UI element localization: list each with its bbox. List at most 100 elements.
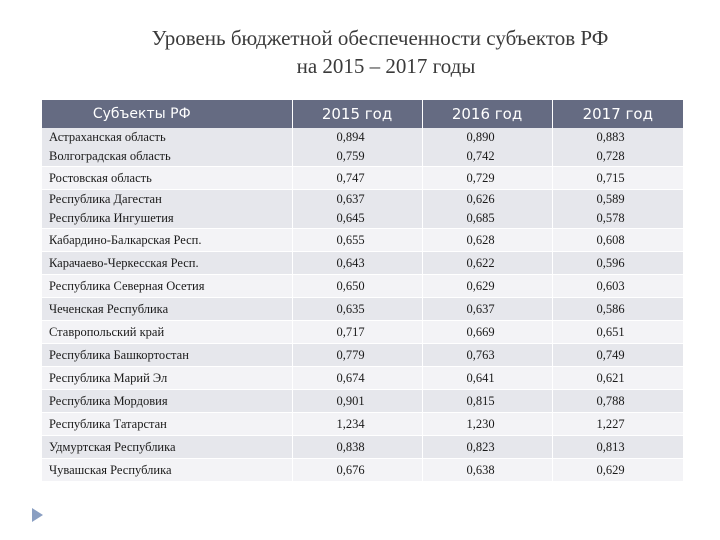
subject-name: Кабардино-Балкарская Респ.: [49, 232, 202, 247]
subject-name: Республика Марий Эл: [49, 370, 168, 385]
value-2017-cell: 0,621: [552, 366, 683, 390]
value-2017-cell: 0,586: [552, 297, 683, 321]
value-text: 0,813: [596, 439, 625, 454]
value-2016-cell: 0,823: [422, 435, 553, 459]
subject-cell: Ростовская область: [42, 166, 293, 190]
table-row: Ставропольский край 0,717 0,669 0,651: [42, 320, 683, 344]
budget-table: Субъекты РФ 2015 год 2016 год 2017 год А…: [42, 100, 683, 482]
subject-name: Республика Дагестан: [49, 192, 162, 206]
value-2016-cell: 1,230: [422, 412, 553, 436]
value-text: 0,674: [336, 370, 365, 385]
subject-name: Республика Северная Осетия: [49, 278, 205, 293]
value-text: 0,890: [466, 130, 495, 144]
value-text: 0,823: [466, 439, 495, 454]
value-text: 0,622: [466, 255, 495, 270]
subject-name: Ставропольский край: [49, 324, 165, 339]
table-row: Республика Татарстан 1,234 1,230 1,227: [42, 412, 683, 436]
value-text: 0,641: [466, 370, 495, 385]
value-2016-cell: 0,628: [422, 228, 553, 252]
subject-cell: Кабардино-Балкарская Респ.: [42, 228, 293, 252]
subject-name: Республика Башкортостан: [49, 347, 189, 362]
table-row: Ростовская область 0,747 0,729 0,715: [42, 166, 683, 190]
value-text: 0,629: [466, 278, 495, 293]
value-text: 0,838: [336, 439, 365, 454]
value-2017-cell: 0,813: [552, 435, 683, 459]
value-text: 0,586: [596, 301, 625, 316]
value-2015-cell: 0,643: [292, 251, 423, 275]
value-2017-cell: 0,749: [552, 343, 683, 367]
value-text: 0,759: [336, 149, 365, 163]
value-text: 0,628: [466, 232, 495, 247]
value-text: 0,638: [466, 462, 495, 477]
triangle-arrow-icon: [32, 508, 43, 522]
value-2017-cell: 0,596: [552, 251, 683, 275]
value-text: 0,749: [596, 347, 625, 362]
value-2017-cell: 0,629: [552, 458, 683, 482]
value-text: 0,729: [466, 170, 495, 185]
value-2015-cell: 1,234: [292, 412, 423, 436]
value-text: 1,227: [596, 416, 625, 431]
value-2015-cell: 0,901: [292, 389, 423, 413]
table-row: Астраханская область Волгоградская област…: [42, 128, 683, 167]
value-2016-cell: 0,637: [422, 297, 553, 321]
value-text: 0,635: [336, 301, 365, 316]
subject-cell: Республика Марий Эл: [42, 366, 293, 390]
value-text: 0,643: [336, 255, 365, 270]
column-header-2015: 2015 год: [292, 100, 423, 128]
value-2015-cell: 0,676: [292, 458, 423, 482]
value-text: 0,901: [336, 393, 365, 408]
subject-cell: Удмуртская Республика: [42, 435, 293, 459]
table-row: Республика Башкортостан 0,779 0,763 0,749: [42, 343, 683, 367]
value-text: 0,626: [466, 192, 495, 206]
value-2017-cell: 0,603: [552, 274, 683, 298]
value-2016-cell: 0,669: [422, 320, 553, 344]
value-2016-cell: 0,626 0,685: [422, 189, 553, 229]
value-text: 0,603: [596, 278, 625, 293]
value-2015-cell: 0,838: [292, 435, 423, 459]
column-header-2017: 2017 год: [552, 100, 683, 128]
value-2015-cell: 0,655: [292, 228, 423, 252]
value-2016-cell: 0,638: [422, 458, 553, 482]
subject-name: Астраханская область: [49, 130, 166, 144]
table-row: Республика Марий Эл 0,674 0,641 0,621: [42, 366, 683, 390]
value-2017-cell: 0,715: [552, 166, 683, 190]
table-row: Республика Дагестан Республика Ингушетия 0…: [42, 189, 683, 229]
value-text: 0,650: [336, 278, 365, 293]
value-2017-cell: 0,788: [552, 389, 683, 413]
value-text: 0,763: [466, 347, 495, 362]
value-2015-cell: 0,747: [292, 166, 423, 190]
value-text: 0,669: [466, 324, 495, 339]
value-2015-cell: 0,779: [292, 343, 423, 367]
subject-name: Удмуртская Республика: [49, 439, 176, 454]
value-text: 0,883: [596, 130, 625, 144]
subject-cell: Республика Башкортостан: [42, 343, 293, 367]
table-row: Карачаево-Черкесская Респ. 0,643 0,622 0,59…: [42, 251, 683, 275]
subject-cell: Чувашская Республика: [42, 458, 293, 482]
table-row: Чувашская Республика 0,676 0,638 0,629: [42, 458, 683, 482]
value-text: 0,894: [336, 130, 365, 144]
value-2015-cell: 0,635: [292, 297, 423, 321]
value-text: 0,728: [596, 149, 625, 163]
value-text: 0,747: [336, 170, 365, 185]
value-2017-cell: 0,883 0,728: [552, 128, 683, 167]
subject-cell: Ставропольский край: [42, 320, 293, 344]
page-title: Уровень бюджетной обеспеченности субъект…: [0, 24, 720, 80]
value-text: 0,715: [596, 170, 625, 185]
value-text: 0,685: [466, 211, 495, 225]
title-line-1: Уровень бюджетной обеспеченности субъект…: [151, 26, 609, 50]
table-row: Чеченская Республика 0,635 0,637 0,586: [42, 297, 683, 321]
value-text: 0,637: [336, 192, 365, 206]
subject-name: Республика Мордовия: [49, 393, 168, 408]
value-2016-cell: 0,629: [422, 274, 553, 298]
value-text: 0,815: [466, 393, 495, 408]
subject-name: Чеченская Республика: [49, 301, 169, 316]
subject-cell: Республика Татарстан: [42, 412, 293, 436]
value-text: 0,621: [596, 370, 625, 385]
value-2017-cell: 0,651: [552, 320, 683, 344]
value-2016-cell: 0,815: [422, 389, 553, 413]
column-header-subjects: Субъекты РФ: [42, 100, 293, 128]
subject-cell: Чеченская Республика: [42, 297, 293, 321]
value-text: 0,651: [596, 324, 625, 339]
subject-name: Чувашская Республика: [49, 462, 172, 477]
value-2015-cell: 0,717: [292, 320, 423, 344]
